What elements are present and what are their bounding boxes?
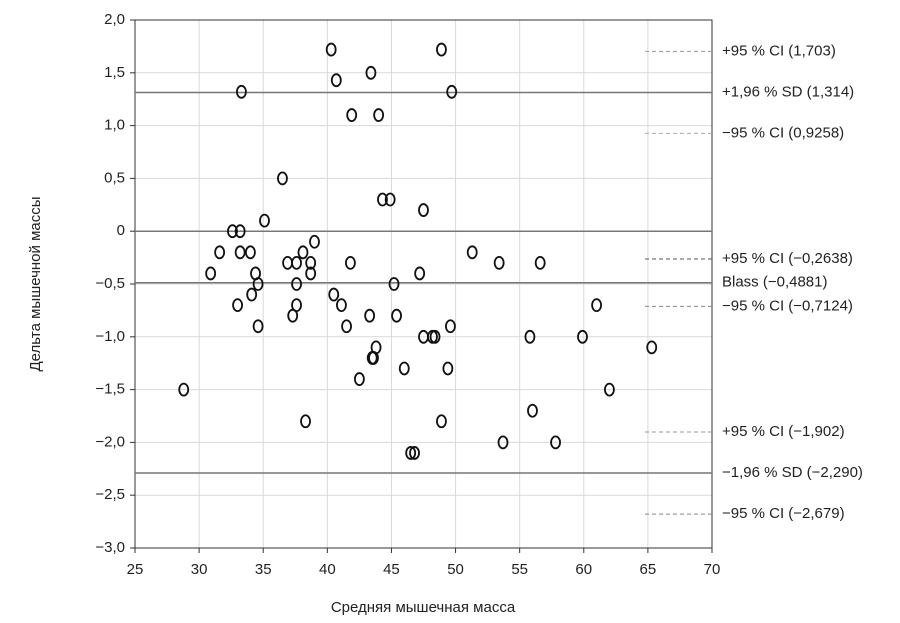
reference-label: −95 % CI (−0,7124) [722,297,853,314]
point [297,245,309,260]
x-tick-label: 65 [640,561,657,578]
y-tick-label: 1,0 [104,117,125,134]
point [244,245,256,260]
point [336,298,347,313]
y-tick-label: 2,0 [104,11,125,28]
y-tick-label: −2,0 [95,433,125,450]
point [373,108,385,122]
point [205,266,217,281]
point [436,42,447,57]
reference-label: −95 % CI (0,9258) [722,124,844,141]
point [252,277,264,291]
point [527,403,538,418]
point [414,266,426,281]
point [232,298,243,313]
point [305,255,317,270]
reference-label: +95 % CI (1,703) [722,42,836,59]
point [214,245,226,260]
point [300,414,311,429]
y-tick-label: −0,5 [95,275,125,292]
point [384,192,396,207]
point [345,255,356,270]
point [429,329,441,344]
x-tick-label: 30 [191,561,208,578]
point [259,213,270,228]
point [364,308,376,323]
y-tick-label: −3,0 [95,539,125,556]
point [466,245,478,260]
reference-label: Blass (−0,4881) [722,274,827,291]
y-tick-label: 1,5 [104,64,125,81]
point [234,245,246,260]
point [246,287,258,302]
point [282,255,293,270]
y-axis-title: Дельта мышечной массы [27,196,44,371]
point [236,84,247,99]
point [497,435,509,450]
point [291,255,302,270]
point [305,266,317,281]
point [370,340,382,355]
reference-label: +1,96 % SD (1,314) [722,83,854,100]
point [398,361,410,376]
point [365,65,377,80]
point [328,287,340,302]
plot-frame [134,19,713,549]
point [277,171,288,186]
point [325,42,337,57]
y-tick-label: −1,0 [95,328,125,345]
x-tick-label: 45 [383,561,400,578]
point [346,108,358,122]
point [436,414,447,429]
point [442,361,454,376]
point [524,329,536,344]
point [604,382,615,397]
point [577,329,588,344]
reference-label: −1,96 % SD (−2,290) [722,464,863,481]
point [341,319,352,334]
point [330,73,342,88]
reference-label: +95 % CI (−1,902) [722,423,845,440]
x-tick-label: 55 [511,561,528,578]
point [178,382,190,397]
point [309,234,320,249]
point [418,203,429,217]
x-tick-label: 25 [127,561,144,578]
y-tick-label: 0,5 [104,169,125,186]
point [353,372,365,386]
point [291,277,302,291]
reference-label: +95 % CI (−0,2638) [722,250,853,267]
point [252,319,264,334]
point [550,435,561,450]
point [445,319,456,334]
point [234,224,246,239]
point [591,298,602,313]
point [409,446,420,460]
point [534,255,546,270]
y-tick-label: −1,5 [95,381,125,398]
point [493,255,505,270]
x-tick-label: 60 [575,561,592,578]
point [391,308,402,323]
y-tick-label: −2,5 [95,486,125,503]
point [646,340,658,355]
point [388,277,400,291]
point [287,308,299,323]
point [227,224,238,239]
x-axis-title: Средняя мышечная масса [331,599,516,616]
point [405,446,417,460]
x-tick-label: 40 [319,561,336,578]
point [377,192,388,207]
x-tick-label: 35 [255,561,272,578]
y-tick-label: 0 [117,222,125,239]
x-tick-label: 50 [447,561,464,578]
point [446,84,458,99]
x-tick-label: 70 [704,561,721,578]
reference-label: −95 % CI (−2,679) [722,505,845,522]
